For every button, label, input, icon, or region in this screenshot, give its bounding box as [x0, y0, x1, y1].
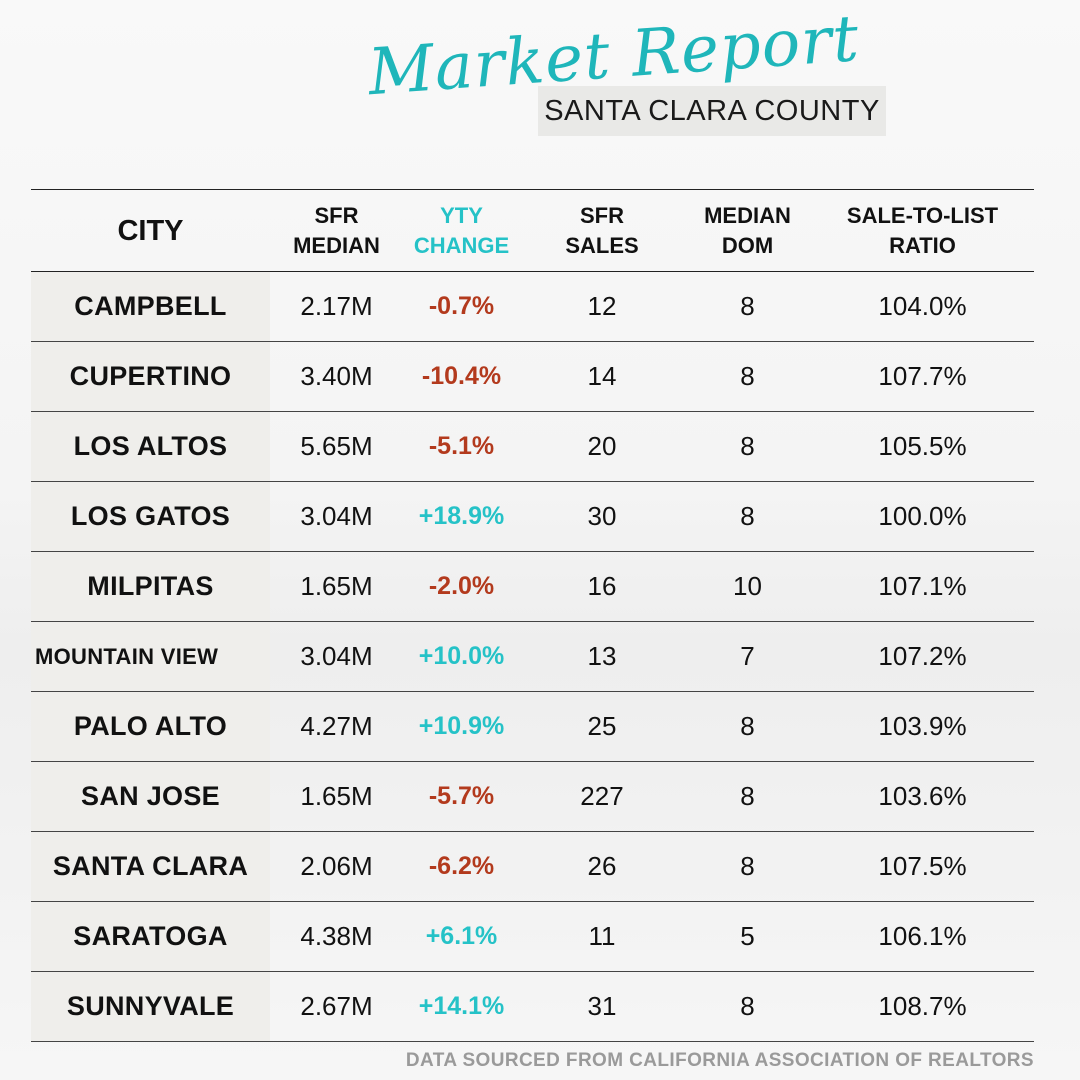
median-dom-cell: 8 — [684, 271, 811, 342]
city-cell: PALO ALTO — [31, 691, 270, 762]
sfr-median-cell: 4.38M — [270, 901, 403, 972]
city-cell: CUPERTINO — [31, 341, 270, 412]
yty-change-cell: +10.0% — [403, 621, 520, 692]
sale-to-list-ratio-cell: 108.7% — [811, 971, 1034, 1042]
sfr-sales-cell: 26 — [520, 831, 684, 902]
header-ratio-line2: RATIO — [889, 232, 956, 258]
sfr-sales-cell: 16 — [520, 551, 684, 622]
median-dom-cell: 8 — [684, 691, 811, 762]
header-yty-change-line2: CHANGE — [413, 232, 510, 258]
yty-change-cell: -0.7% — [403, 271, 520, 342]
header-sfr-sales-line2: SALES — [565, 232, 639, 258]
city-cell: MILPITAS — [31, 551, 270, 622]
sfr-sales-cell: 31 — [520, 971, 684, 1042]
table-row: MOUNTAIN VIEW 3.04M +10.0% 13 7 107.2% — [31, 621, 1034, 692]
median-dom-cell: 8 — [684, 831, 811, 902]
sale-to-list-ratio-cell: 104.0% — [811, 271, 1034, 342]
table-row: SANTA CLARA 2.06M -6.2% 26 8 107.5% — [31, 831, 1034, 902]
sfr-median-cell: 4.27M — [270, 691, 403, 762]
sale-to-list-ratio-cell: 107.1% — [811, 551, 1034, 622]
sfr-median-cell: 3.04M — [270, 481, 403, 552]
header-yty-change: YTY CHANGE — [403, 189, 520, 272]
sfr-median-cell: 2.67M — [270, 971, 403, 1042]
yty-change-cell: +6.1% — [403, 901, 520, 972]
sfr-median-cell: 1.65M — [270, 551, 403, 622]
header-sfr-sales-line1: SFR — [580, 202, 624, 228]
header-median-dom-line1: MEDIAN — [704, 202, 791, 228]
city-cell: SARATOGA — [31, 901, 270, 972]
sfr-sales-cell: 12 — [520, 271, 684, 342]
median-dom-cell: 7 — [684, 621, 811, 692]
table-row: SARATOGA 4.38M +6.1% 11 5 106.1% — [31, 901, 1034, 972]
city-cell: CAMPBELL — [31, 271, 270, 342]
header-sale-to-list-ratio: SALE-TO-LIST RATIO — [811, 189, 1034, 272]
table-row: CAMPBELL 2.17M -0.7% 12 8 104.0% — [31, 271, 1034, 342]
header-yty-change-line1: YTY — [440, 202, 483, 228]
sfr-sales-cell: 30 — [520, 481, 684, 552]
sale-to-list-ratio-cell: 103.6% — [811, 761, 1034, 832]
sfr-sales-cell: 227 — [520, 761, 684, 832]
table-row: LOS GATOS 3.04M +18.9% 30 8 100.0% — [31, 481, 1034, 552]
median-dom-cell: 8 — [684, 761, 811, 832]
sfr-median-cell: 2.06M — [270, 831, 403, 902]
sfr-sales-cell: 25 — [520, 691, 684, 762]
median-dom-cell: 5 — [684, 901, 811, 972]
city-cell: MOUNTAIN VIEW — [31, 621, 270, 692]
header-median-dom-line2: DOM — [721, 232, 774, 258]
median-dom-cell: 8 — [684, 971, 811, 1042]
city-cell: SANTA CLARA — [31, 831, 270, 902]
city-cell: SUNNYVALE — [31, 971, 270, 1042]
sfr-sales-cell: 11 — [520, 901, 684, 972]
median-dom-cell: 8 — [684, 341, 811, 412]
sfr-median-cell: 1.65M — [270, 761, 403, 832]
table-row: SAN JOSE 1.65M -5.7% 227 8 103.6% — [31, 761, 1034, 832]
median-dom-cell: 8 — [684, 411, 811, 482]
sale-to-list-ratio-cell: 106.1% — [811, 901, 1034, 972]
yty-change-cell: +10.9% — [403, 691, 520, 762]
table-header-row: CITY SFR MEDIAN YTY CHANGE SFR SALES MEDIAN… — [31, 189, 1034, 272]
sale-to-list-ratio-cell: 107.5% — [811, 831, 1034, 902]
market-report-table: CITY SFR MEDIAN YTY CHANGE SFR SALES MEDIAN… — [31, 189, 1034, 1042]
city-cell: SAN JOSE — [31, 761, 270, 832]
header-sfr-median-line1: SFR — [314, 202, 359, 228]
yty-change-cell: -5.1% — [403, 411, 520, 482]
table-row: MILPITAS 1.65M -2.0% 16 10 107.1% — [31, 551, 1034, 622]
table-row: CUPERTINO 3.40M -10.4% 14 8 107.7% — [31, 341, 1034, 412]
yty-change-cell: -10.4% — [403, 341, 520, 412]
table-row: LOS ALTOS 5.65M -5.1% 20 8 105.5% — [31, 411, 1034, 482]
header-median-dom: MEDIAN DOM — [684, 189, 811, 272]
header-city: CITY — [31, 189, 270, 272]
sfr-median-cell: 5.65M — [270, 411, 403, 482]
county-subtitle: SANTA CLARA COUNTY — [538, 86, 886, 136]
header-sfr-sales: SFR SALES — [520, 189, 684, 272]
median-dom-cell: 8 — [684, 481, 811, 552]
yty-change-cell: -6.2% — [403, 831, 520, 902]
sale-to-list-ratio-cell: 103.9% — [811, 691, 1034, 762]
sfr-median-cell: 2.17M — [270, 271, 403, 342]
yty-change-cell: -2.0% — [403, 551, 520, 622]
table-row: SUNNYVALE 2.67M +14.1% 31 8 108.7% — [31, 971, 1034, 1042]
city-cell: LOS ALTOS — [31, 411, 270, 482]
sale-to-list-ratio-cell: 107.7% — [811, 341, 1034, 412]
table-body: CAMPBELL 2.17M -0.7% 12 8 104.0% CUPERTINO 3.40… — [31, 271, 1034, 1042]
sfr-median-cell: 3.40M — [270, 341, 403, 412]
header-sfr-median: SFR MEDIAN — [270, 189, 403, 272]
sfr-sales-cell: 13 — [520, 621, 684, 692]
median-dom-cell: 10 — [684, 551, 811, 622]
sale-to-list-ratio-cell: 105.5% — [811, 411, 1034, 482]
sale-to-list-ratio-cell: 100.0% — [811, 481, 1034, 552]
sfr-sales-cell: 20 — [520, 411, 684, 482]
sfr-sales-cell: 14 — [520, 341, 684, 412]
sale-to-list-ratio-cell: 107.2% — [811, 621, 1034, 692]
city-cell: LOS GATOS — [31, 481, 270, 552]
table-row: PALO ALTO 4.27M +10.9% 25 8 103.9% — [31, 691, 1034, 762]
yty-change-cell: +14.1% — [403, 971, 520, 1042]
yty-change-cell: +18.9% — [403, 481, 520, 552]
header-ratio-line1: SALE-TO-LIST — [846, 202, 999, 228]
data-source-note: DATA SOURCED FROM CALIFORNIA ASSOCIATION… — [405, 1050, 1034, 1071]
header-sfr-median-line2: MEDIAN — [293, 232, 380, 258]
sfr-median-cell: 3.04M — [270, 621, 403, 692]
yty-change-cell: -5.7% — [403, 761, 520, 832]
